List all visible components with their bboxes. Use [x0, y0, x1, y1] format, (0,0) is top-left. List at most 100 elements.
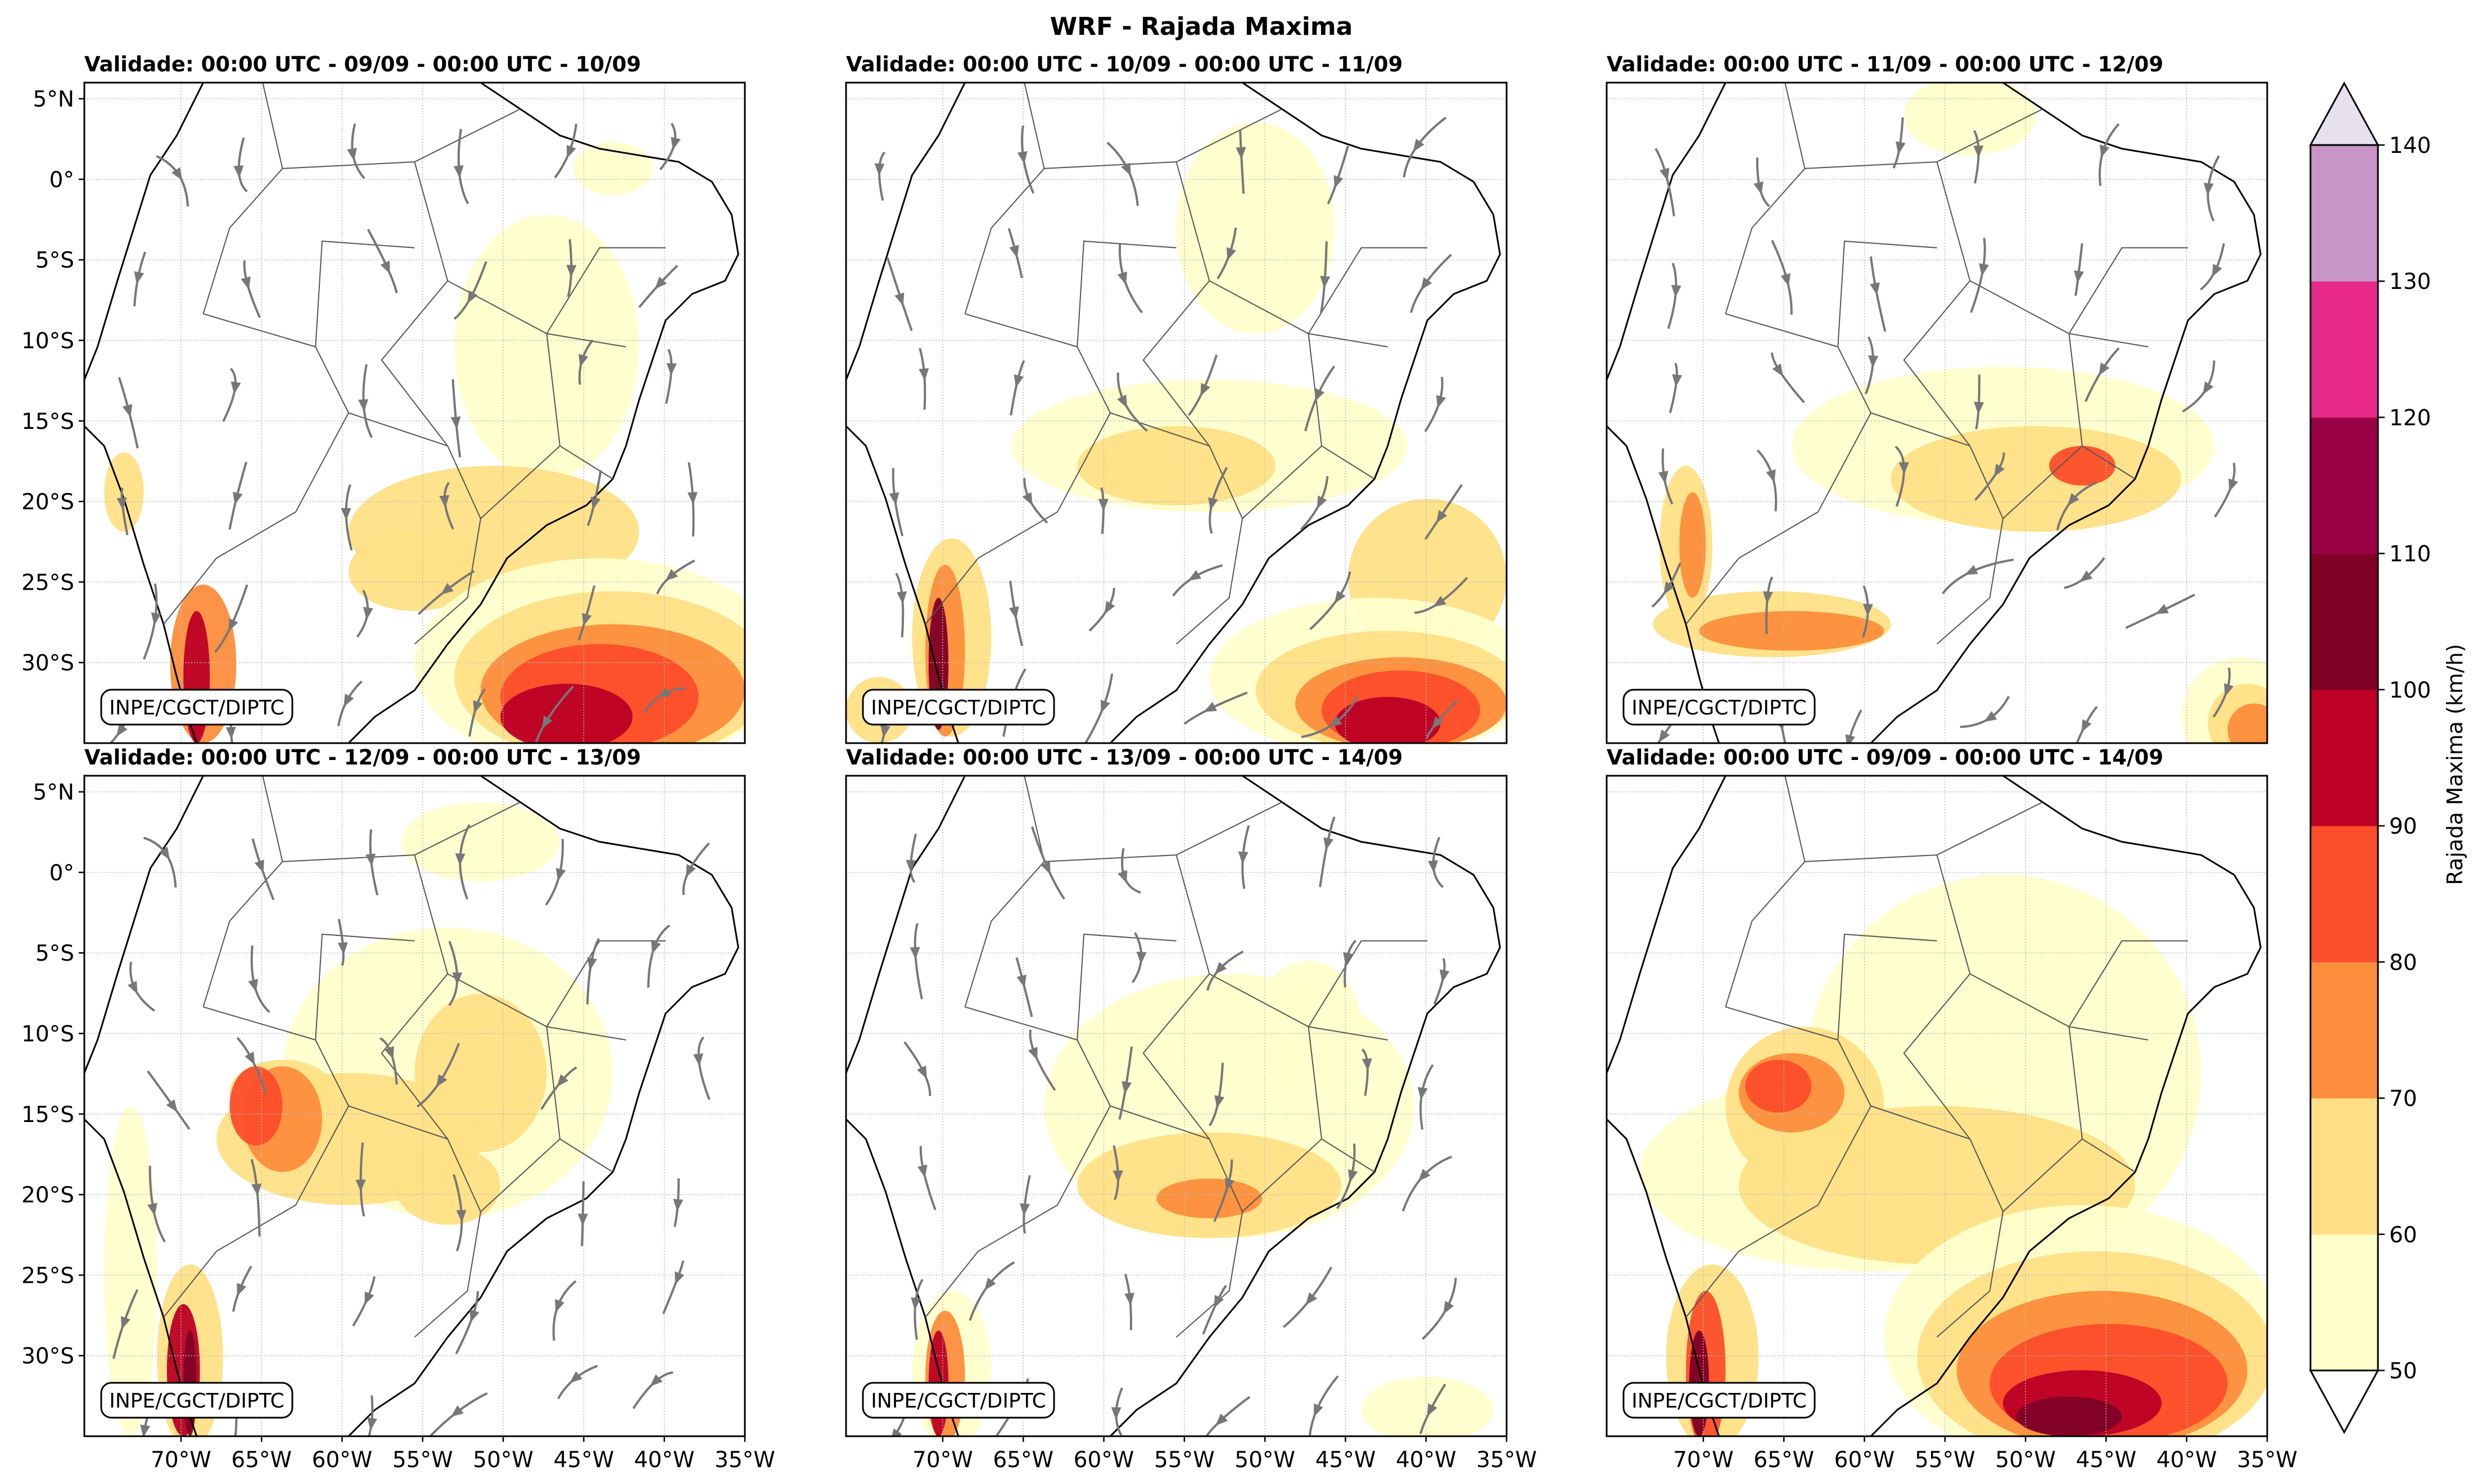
colorbar-tick-label: 60: [2389, 1223, 2417, 1248]
border: [925, 413, 1111, 625]
streamline-arrow: [685, 864, 696, 877]
gust-area: [1335, 696, 1441, 743]
lat-tick-label: 5°S: [35, 941, 74, 966]
streamline-arrow: [984, 1277, 996, 1291]
lat-tick-label: 10°S: [21, 1022, 74, 1047]
map-panels: Validade: 00:00 UTC - 09/09 - 00:00 UTC …: [21, 52, 2298, 1473]
streamline-arrow: [439, 495, 450, 508]
gust-area: [1745, 1060, 1812, 1113]
coastline: [84, 83, 739, 743]
coastline: [1607, 83, 2262, 743]
streamline-arrow: [1122, 1081, 1132, 1094]
border: [2082, 445, 2136, 479]
lat-tick-label: 30°S: [21, 1344, 74, 1369]
credit-text: INPE/CGCT/DIPTC: [109, 696, 284, 720]
map-panel: Validade: 00:00 UTC - 09/09 - 00:00 UTC …: [1606, 745, 2298, 1473]
panel-title: Validade: 00:00 UTC - 12/09 - 00:00 UTC …: [84, 745, 641, 770]
streamline-arrow: [1979, 263, 1989, 277]
streamline-arrow: [2224, 683, 2234, 697]
streamline-arrow: [251, 1183, 262, 1197]
streamline-arrow: [245, 1051, 255, 1065]
border: [559, 1138, 613, 1173]
gust-area: [229, 1066, 283, 1146]
streamline-arrow: [1443, 1301, 1454, 1314]
streamline-arrow: [134, 271, 144, 284]
streamline-arrow: [456, 1210, 467, 1223]
streamline-arrow: [917, 1065, 927, 1079]
border: [1936, 161, 2149, 347]
panel-frame: [83, 82, 746, 744]
credit-box: [862, 689, 1055, 726]
streamline-arrow: [233, 491, 243, 505]
streamline-arrow: [1113, 1170, 1123, 1183]
streamline-arrow: [1431, 716, 1444, 729]
border: [381, 973, 449, 1139]
streamline-arrow: [1204, 702, 1217, 712]
lat-tick-label: 30°S: [21, 651, 74, 676]
streamline-arrow: [1238, 851, 1249, 865]
streamline-arrow: [675, 1271, 685, 1285]
streamline-arrow: [919, 368, 929, 381]
streamline-arrow: [555, 1299, 565, 1313]
streamline-arrow: [452, 972, 463, 985]
border: [1321, 1138, 1375, 1173]
streamline-arrow: [917, 1164, 928, 1178]
border: [1175, 161, 1388, 347]
lon-tick-label: 70°W: [1673, 1447, 1734, 1473]
colorbar-segment: [2310, 1234, 2378, 1371]
streamline-arrow: [248, 979, 258, 992]
map-panel: Validade: 00:00 UTC - 09/09 - 00:00 UTC …: [21, 52, 746, 744]
credit-text: INPE/CGCT/DIPTC: [871, 696, 1046, 720]
lat-tick-label: 0°: [49, 861, 74, 886]
gust-area: [1679, 492, 1706, 598]
streamline-arrow: [233, 165, 244, 178]
streamline-arrow: [1672, 374, 1683, 387]
streamline-arrow: [1020, 1203, 1030, 1216]
streamline-arrow: [1870, 282, 1880, 296]
streamline-arrow: [890, 1428, 902, 1436]
colorbar-segment: [2310, 145, 2378, 282]
gust-area: [573, 142, 653, 195]
streamline-arrow: [1121, 162, 1131, 176]
credit-box: [1622, 689, 1816, 726]
lon-tick-label: 65°W: [993, 1447, 1053, 1473]
lat-tick-label: 20°S: [21, 1183, 74, 1208]
streamline-arrow: [1214, 962, 1227, 975]
streamline-arrow: [1862, 604, 1873, 617]
streamline-arrow: [567, 144, 576, 159]
streamline-arrow: [2067, 493, 2079, 506]
lon-tick-label: 45°W: [2076, 1447, 2137, 1473]
streamline-arrow: [241, 276, 251, 290]
border: [1903, 280, 1971, 446]
streamline-arrow: [230, 381, 241, 395]
credit-text: INPE/CGCT/DIPTC: [871, 1390, 1046, 1413]
streamline-arrow: [337, 942, 348, 955]
streamline-arrow: [1314, 388, 1325, 402]
border: [2082, 1138, 2136, 1173]
lat-tick-label: 20°S: [21, 490, 74, 515]
streamline-arrow: [1017, 151, 1028, 164]
streamline-arrow: [355, 1179, 366, 1192]
panel-frame: [1606, 775, 2268, 1437]
streamline-arrow: [2228, 478, 2239, 492]
streamline-arrow: [555, 868, 566, 881]
lat-tick-label: 5°N: [33, 87, 75, 112]
streamline-arrow: [1028, 1047, 1038, 1060]
streamline-arrow: [2099, 362, 2110, 376]
streamline-arrow: [2074, 270, 2084, 283]
lon-tick-label: 60°W: [1834, 1447, 1895, 1473]
streamline-arrow: [1658, 470, 1668, 484]
credit-text: INPE/CGCT/DIPTC: [1631, 696, 1806, 720]
lon-tick-label: 45°W: [554, 1447, 614, 1473]
streamline-arrow: [894, 292, 905, 306]
streamline-arrow: [666, 363, 677, 376]
figure-title: WRF - Rajada Maxima: [1050, 12, 1353, 41]
panel-frame: [845, 775, 1508, 1437]
streamline-arrow: [363, 607, 373, 620]
border: [1725, 776, 1806, 1007]
streamline-arrow: [1658, 729, 1670, 743]
border: [1142, 280, 1210, 446]
lat-tick-label: 15°S: [21, 409, 74, 435]
gust-area: [1699, 611, 1884, 651]
streamline-arrow: [911, 1297, 921, 1310]
